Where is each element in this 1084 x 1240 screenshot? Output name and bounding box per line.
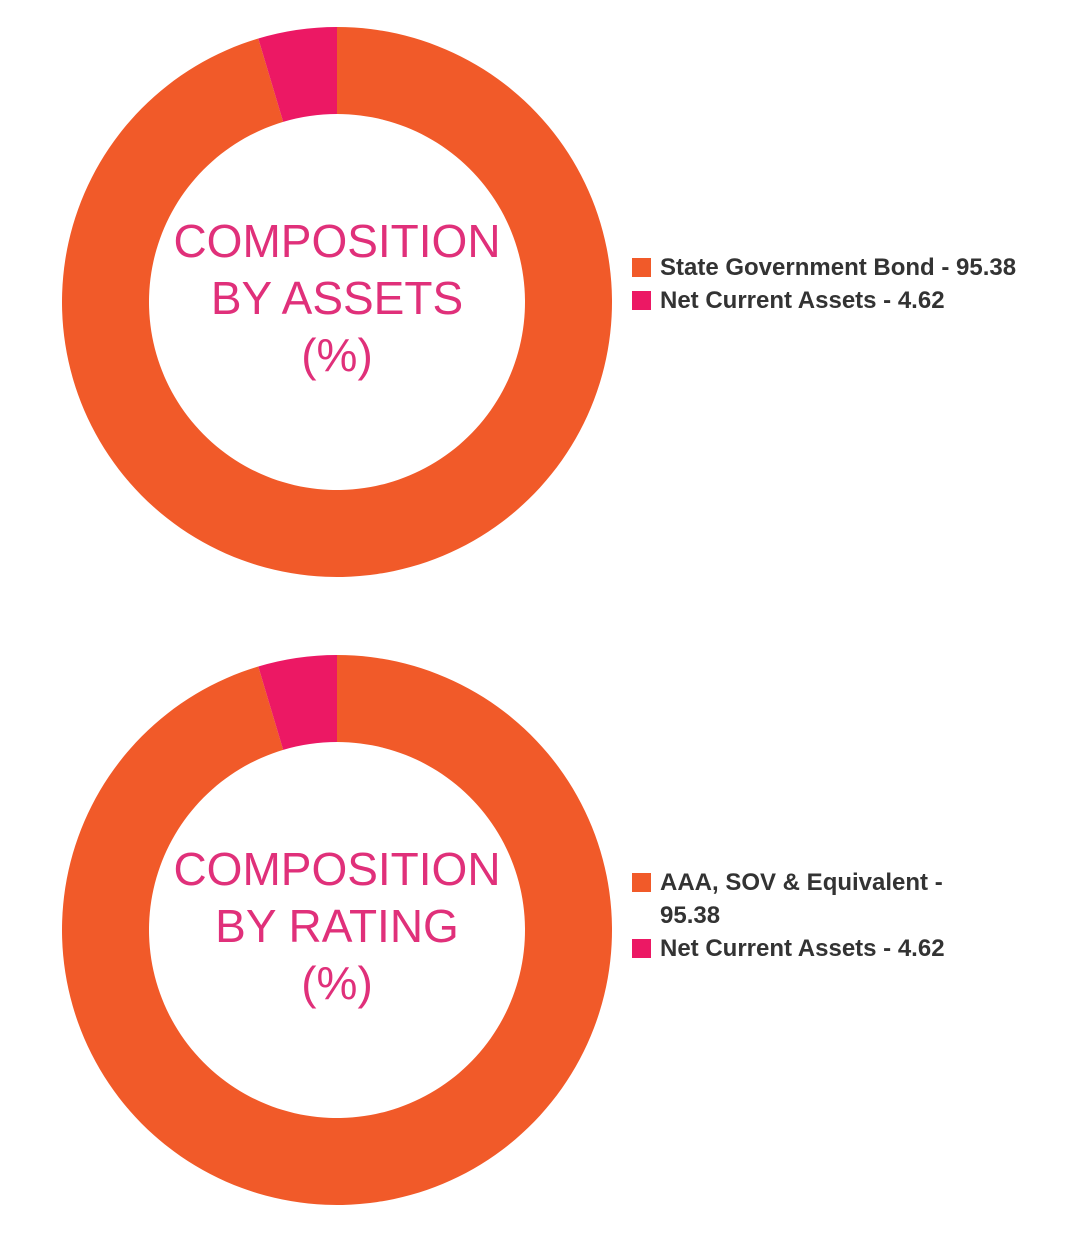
legend-swatch [632, 939, 651, 958]
center-title: BY ASSETS [211, 272, 463, 324]
legend-label: Net Current Assets - 4.62 [660, 287, 945, 314]
legend-item: Net Current Assets - 4.62 [632, 284, 1072, 317]
donut-segment [61, 655, 612, 1205]
donut-segment [61, 27, 612, 577]
center-title: COMPOSITION [173, 843, 500, 895]
legend-label: State Government Bond - 95.38 [660, 254, 1017, 281]
legend-label: Net Current Assets - 4.62 [660, 935, 945, 962]
donut-segment [258, 27, 337, 122]
center-title: COMPOSITION [173, 215, 500, 267]
center-title: (%) [301, 329, 373, 381]
legend-swatch [632, 873, 651, 892]
center-title: (%) [301, 957, 373, 1009]
legend-swatch [632, 258, 651, 277]
legend-swatch [632, 291, 651, 310]
legend: AAA, SOV & Equivalent - 95.38 Net Current… [632, 866, 977, 965]
legend-label: AAA, SOV & Equivalent - 95.38 [660, 869, 943, 929]
legend-item: Net Current Assets - 4.62 [632, 932, 977, 965]
legend-item: State Government Bond - 95.38 [632, 251, 1072, 284]
legend: State Government Bond - 95.38 Net Current… [632, 251, 1072, 317]
legend-item: AAA, SOV & Equivalent - 95.38 [632, 866, 977, 932]
center-title: BY RATING [215, 900, 459, 952]
donut-segment [258, 655, 337, 750]
